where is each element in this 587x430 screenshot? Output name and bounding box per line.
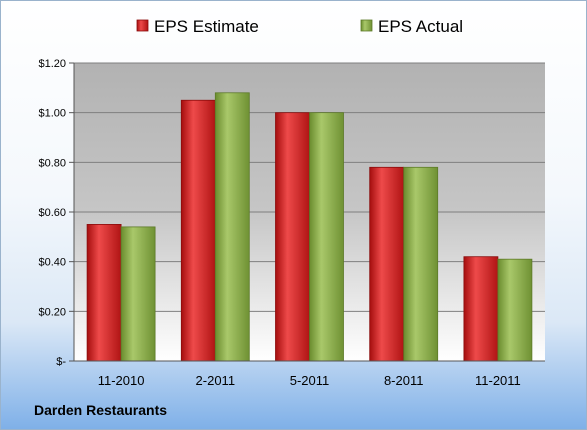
bar-eps-actual <box>497 258 533 362</box>
bar-eps-actual <box>120 226 156 362</box>
legend: EPS Estimate EPS Actual <box>136 17 463 36</box>
bar-eps-estimate <box>463 256 499 362</box>
y-tick-label: $1.20 <box>38 58 66 70</box>
legend-label: EPS Estimate <box>154 17 259 36</box>
y-tick-label: $0.80 <box>38 157 66 169</box>
bar-eps-actual <box>214 92 250 362</box>
legend-swatch <box>136 19 149 32</box>
x-axis-ticks: 11-2010 2-2011 5-2011 8-2011 11-2011 <box>74 360 545 388</box>
y-tick-label: $0.60 <box>38 207 66 219</box>
x-tick-label: 8-2011 <box>384 373 424 388</box>
x-tick-label: 11-2011 <box>475 373 521 388</box>
y-tick-label: $- <box>56 356 66 368</box>
y-tick-label: $1.00 <box>38 108 66 120</box>
x-tick-label: 5-2011 <box>290 373 330 388</box>
bar-eps-actual <box>403 166 439 362</box>
bar-eps-actual <box>309 112 344 362</box>
bar-eps-estimate <box>275 112 310 362</box>
x-tick-label: 11-2010 <box>98 373 145 388</box>
bar-eps-estimate <box>86 224 122 362</box>
legend-swatch <box>360 19 373 32</box>
legend-label: EPS Actual <box>378 17 463 36</box>
x-tick-label: 2-2011 <box>196 373 236 388</box>
y-axis-ticks: $- $0.20 $0.40 $0.60 $0.80 $1.00 $1.20 <box>38 58 75 368</box>
company-name: Darden Restaurants <box>34 402 168 418</box>
bar-eps-estimate <box>180 99 216 362</box>
bar-eps-estimate <box>369 166 405 362</box>
y-tick-label: $0.20 <box>38 306 66 318</box>
y-tick-label: $0.40 <box>38 257 66 269</box>
